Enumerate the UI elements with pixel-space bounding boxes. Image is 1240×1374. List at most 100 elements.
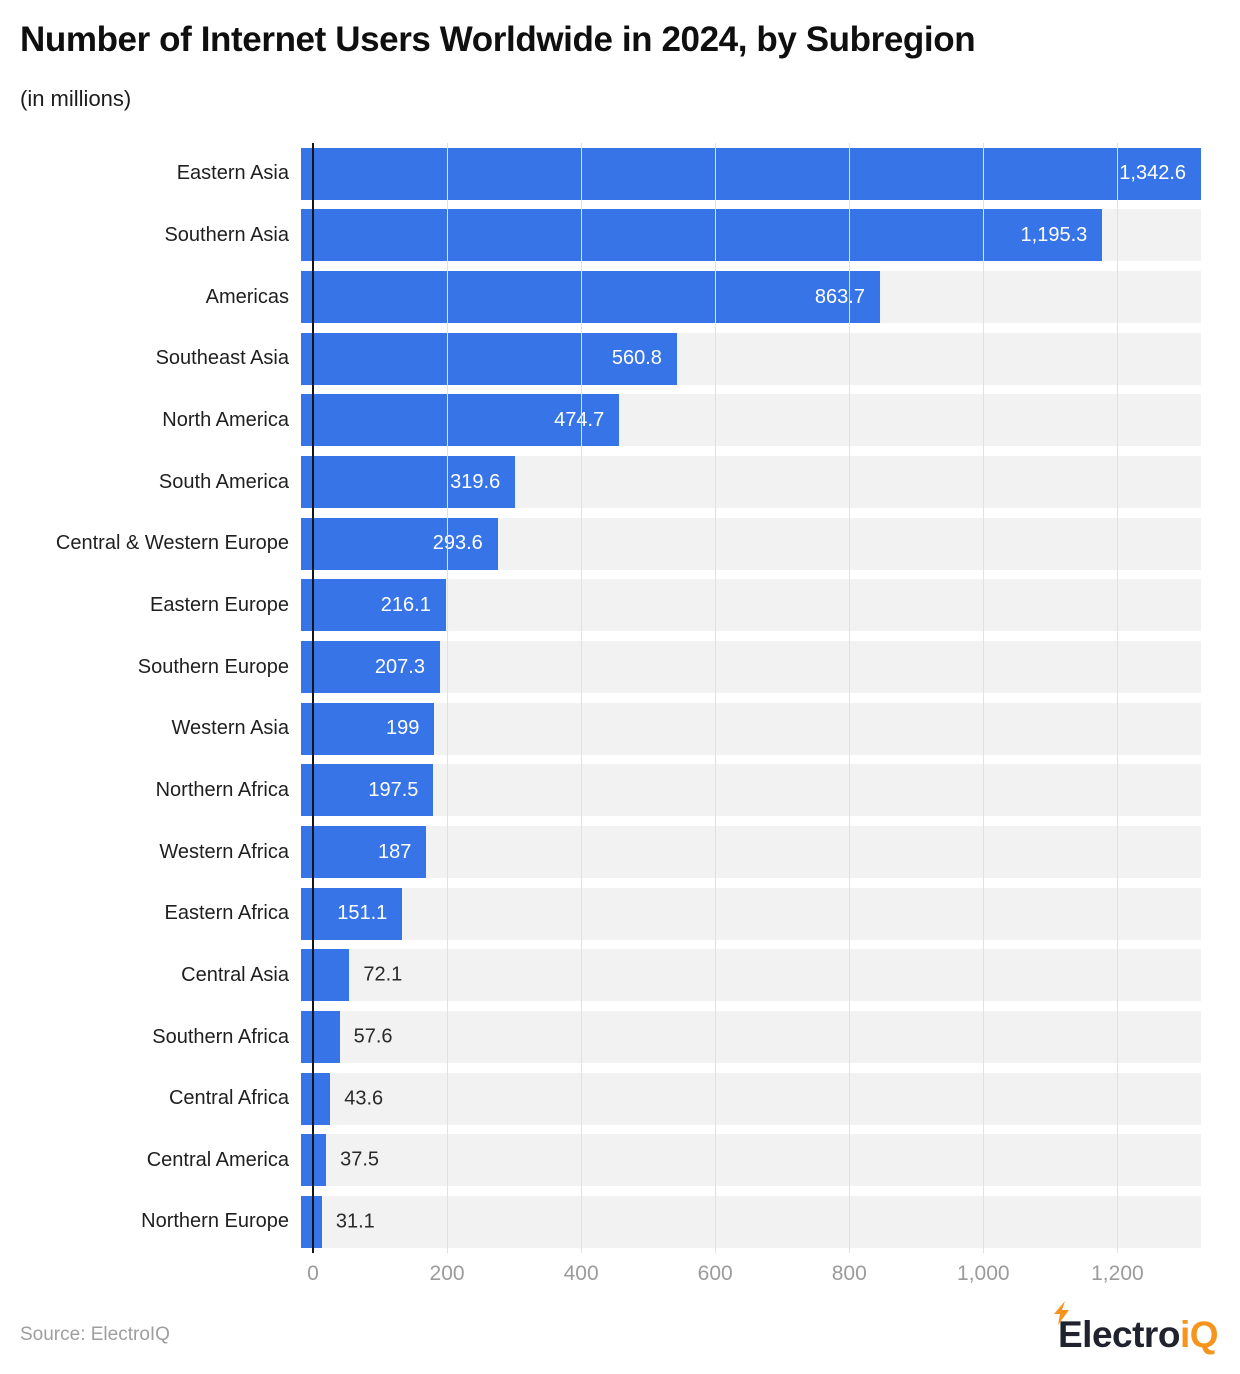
bar: 319.6 bbox=[301, 456, 516, 509]
value-label: 319.6 bbox=[450, 470, 501, 493]
bar-track: 197.5 bbox=[301, 764, 1201, 817]
category-label: Central & Western Europe bbox=[55, 532, 289, 555]
bar-track: 474.7 bbox=[301, 394, 1201, 447]
bar: 863.7 bbox=[301, 271, 880, 324]
bar-row: Southern Asia 1,195.3 bbox=[0, 205, 1240, 267]
bar-row: South America 319.6 bbox=[0, 451, 1240, 513]
bar: 293.6 bbox=[301, 517, 498, 570]
chart-title: Number of Internet Users Worldwide in 20… bbox=[20, 20, 976, 59]
x-tick-label: 200 bbox=[429, 1262, 465, 1285]
x-tick-label: 800 bbox=[831, 1262, 867, 1285]
bar-row: Eastern Africa 151.1 bbox=[0, 883, 1240, 945]
bar-track: 319.6 bbox=[301, 456, 1201, 509]
bar: 207.3 bbox=[301, 641, 440, 694]
bar: 187 bbox=[301, 826, 427, 879]
value-label: 560.8 bbox=[611, 347, 662, 370]
logo-text-dark: Electro bbox=[1054, 1301, 1180, 1356]
bar-track: 37.5 bbox=[301, 1134, 1201, 1187]
bar-track: 216.1 bbox=[301, 579, 1201, 632]
value-label: 187 bbox=[377, 840, 412, 863]
bar-row: Northern Africa 197.5 bbox=[0, 760, 1240, 822]
value-label: 216.1 bbox=[380, 593, 431, 616]
bar-row: Central Asia 72.1 bbox=[0, 945, 1240, 1007]
bar-row: North America 474.7 bbox=[0, 390, 1240, 452]
category-label: Southeast Asia bbox=[155, 347, 289, 370]
value-label: 199 bbox=[386, 717, 420, 740]
category-label: Western Asia bbox=[171, 717, 289, 740]
bar: 1,195.3 bbox=[301, 209, 1103, 262]
bar-track: 187 bbox=[301, 826, 1201, 879]
plot-rows: Eastern Asia 1,342.6 Southern Asia 1,195.3 A… bbox=[0, 143, 1240, 1253]
value-label: 197.5 bbox=[368, 778, 419, 801]
bar: 560.8 bbox=[301, 332, 677, 385]
category-label: Eastern Africa bbox=[164, 902, 289, 925]
bar-row: Central America 37.5 bbox=[0, 1130, 1240, 1192]
bar-row: Western Africa 187 bbox=[0, 821, 1240, 883]
bar-row: Southern Europe 207.3 bbox=[0, 636, 1240, 698]
y-axis-line bbox=[312, 143, 314, 1253]
value-label: 863.7 bbox=[814, 285, 865, 308]
x-tick-label: 0 bbox=[307, 1262, 319, 1285]
value-label: 43.6 bbox=[344, 1087, 384, 1110]
bar-track: 1,195.3 bbox=[301, 209, 1201, 262]
category-label: North America bbox=[162, 408, 289, 431]
bar-track: 72.1 bbox=[301, 949, 1201, 1002]
bar: 151.1 bbox=[301, 887, 403, 940]
value-label: 151.1 bbox=[337, 902, 388, 925]
bar-track: 31.1 bbox=[301, 1195, 1201, 1248]
category-label: Southern Asia bbox=[164, 223, 289, 246]
category-label: Northern Africa bbox=[155, 778, 289, 801]
bar: 216.1 bbox=[301, 579, 446, 632]
value-label: 207.3 bbox=[374, 655, 425, 678]
bar-row: Southeast Asia 560.8 bbox=[0, 328, 1240, 390]
bar-track: 863.7 bbox=[301, 271, 1201, 324]
logo-text-accent: iQ bbox=[1179, 1314, 1219, 1355]
value-label: 57.6 bbox=[353, 1025, 393, 1048]
lightning-bolt-icon bbox=[1054, 1301, 1069, 1325]
category-label: Eastern Europe bbox=[150, 593, 289, 616]
bar-track: 43.6 bbox=[301, 1072, 1201, 1125]
bar-row: Central Africa 43.6 bbox=[0, 1068, 1240, 1130]
value-label: 1,195.3 bbox=[1020, 223, 1088, 246]
bar-track: 57.6 bbox=[301, 1011, 1201, 1064]
category-label: Central America bbox=[146, 1148, 289, 1171]
bar-row: Americas 863.7 bbox=[0, 266, 1240, 328]
x-tick-label: 600 bbox=[697, 1262, 733, 1285]
bar: 474.7 bbox=[301, 394, 620, 447]
bar-row: Northern Europe 31.1 bbox=[0, 1191, 1240, 1253]
bar-row: Western Asia 199 bbox=[0, 698, 1240, 760]
bar-track: 199 bbox=[301, 702, 1201, 755]
category-label: Eastern Asia bbox=[176, 162, 289, 185]
value-label: 31.1 bbox=[335, 1210, 375, 1233]
category-label: Central Asia bbox=[181, 963, 289, 986]
category-label: Western Africa bbox=[159, 840, 289, 863]
bar-track: 207.3 bbox=[301, 641, 1201, 694]
category-label: Americas bbox=[205, 285, 289, 308]
value-label: 293.6 bbox=[432, 532, 483, 555]
source-text: Source: ElectroIQ bbox=[20, 1324, 170, 1345]
category-label: South America bbox=[158, 470, 289, 493]
value-label: 72.1 bbox=[363, 963, 403, 986]
category-label: Northern Europe bbox=[141, 1210, 289, 1233]
electroiq-logo: ElectroiQ bbox=[1054, 1301, 1219, 1356]
bar bbox=[301, 1072, 331, 1125]
bar-row: Central & Western Europe 293.6 bbox=[0, 513, 1240, 575]
bar: 197.5 bbox=[301, 764, 434, 817]
x-axis-ticks: 0 200 400 600 800 1,000 1,200 bbox=[307, 1262, 1213, 1292]
x-tick-label: 1,000 bbox=[957, 1262, 1010, 1285]
bar-row: Eastern Asia 1,342.6 bbox=[0, 143, 1240, 205]
bar bbox=[301, 1011, 340, 1064]
value-label: 37.5 bbox=[340, 1148, 380, 1171]
bar-track: 293.6 bbox=[301, 517, 1201, 570]
category-label: Southern Europe bbox=[137, 655, 289, 678]
bar-row: Southern Africa 57.6 bbox=[0, 1006, 1240, 1068]
x-tick-label: 1,200 bbox=[1091, 1262, 1144, 1285]
bar-row: Eastern Europe 216.1 bbox=[0, 575, 1240, 637]
value-label: 474.7 bbox=[554, 408, 605, 431]
bar-track: 151.1 bbox=[301, 887, 1201, 940]
bar bbox=[301, 1195, 322, 1248]
bar-track: 1,342.6 bbox=[301, 147, 1201, 200]
bar: 199 bbox=[301, 702, 435, 755]
bar-track: 560.8 bbox=[301, 332, 1201, 385]
value-label: 1,342.6 bbox=[1119, 162, 1186, 185]
